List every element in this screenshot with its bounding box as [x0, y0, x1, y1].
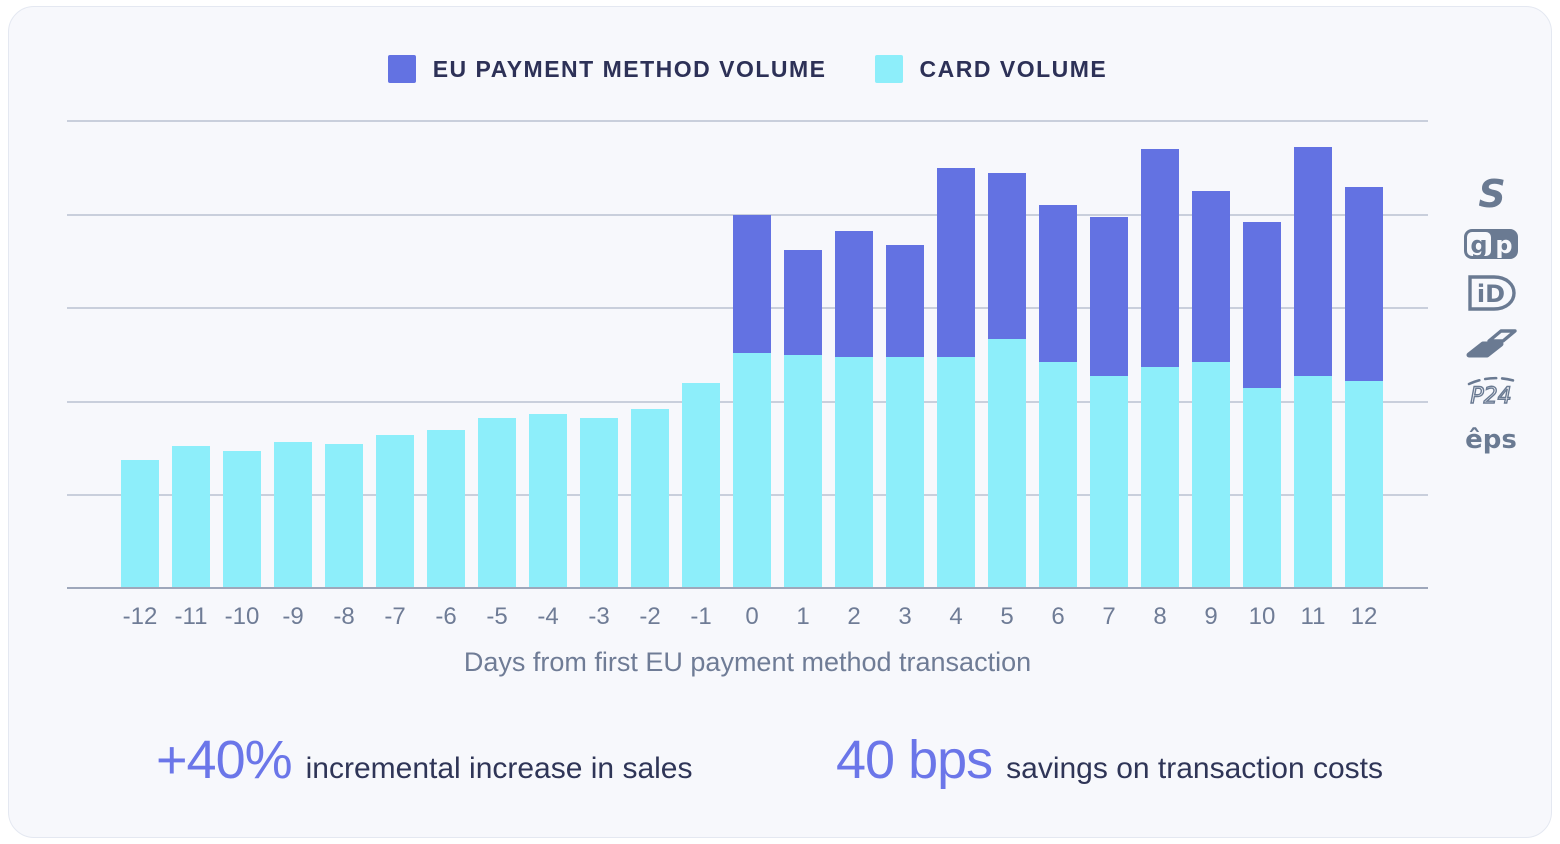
legend-label-card-volume: CARD VOLUME — [919, 55, 1108, 82]
eu-volume-bar-day-11 — [1294, 146, 1332, 377]
eu-volume-swatch — [387, 55, 416, 83]
card-volume-bar-day--1 — [682, 383, 720, 589]
svg-text:p: p — [1495, 231, 1512, 259]
stat-incremental-sales: +40% incremental increase in sales — [156, 729, 692, 791]
card-volume-bar-day--12 — [121, 460, 159, 589]
stat-costs-label: savings on transaction costs — [1006, 752, 1384, 785]
card-volume-bar-day-10 — [1243, 387, 1281, 589]
x-tick-10: 10 — [1248, 603, 1276, 630]
x-axis-title: Days from first EU payment method transa… — [463, 647, 1032, 677]
x-tick-12: 12 — [1350, 603, 1378, 630]
legend-item-card-volume: CARD VOLUME — [874, 55, 1108, 83]
card-volume-bar-day--5 — [478, 418, 516, 589]
x-tick--8: -8 — [333, 603, 355, 630]
ideal-icon: iD — [1466, 275, 1516, 311]
stat-sales-label: incremental increase in sales — [305, 752, 693, 785]
legend-item-eu-volume: EU PAYMENT METHOD VOLUME — [387, 55, 827, 83]
stat-sales-value: +40% — [156, 730, 293, 790]
x-tick-5: 5 — [1000, 603, 1014, 630]
x-tick--1: -1 — [690, 603, 712, 630]
x-tick-4: 4 — [949, 603, 963, 630]
x-tick--10: -10 — [224, 603, 260, 630]
card-volume-bar-day-3 — [886, 357, 924, 589]
card-volume-bar-day-2 — [835, 357, 873, 589]
card-volume-bar-day--2 — [631, 408, 669, 589]
x-tick--12: -12 — [122, 603, 158, 630]
legend-label-eu-volume: EU PAYMENT METHOD VOLUME — [432, 55, 827, 82]
card-volume-bar-day-5 — [988, 338, 1026, 589]
card-volume-bar-day-6 — [1039, 362, 1077, 589]
card-volume-bar-day--9 — [274, 441, 312, 589]
eu-volume-bar-day-10 — [1243, 221, 1281, 388]
x-tick--11: -11 — [174, 603, 208, 630]
eu-volume-bar-day-9 — [1192, 191, 1230, 363]
card-volume-bar-day-12 — [1345, 380, 1383, 589]
giropay-icon: g p — [1463, 228, 1519, 260]
bancontact-icon — [1462, 326, 1520, 360]
svg-text:P24: P24 — [1470, 384, 1511, 407]
x-tick--6: -6 — [435, 603, 457, 630]
eu-volume-bar-day-6 — [1039, 205, 1077, 363]
stat-transaction-costs: 40 bps savings on transaction costs — [836, 729, 1383, 791]
eu-volume-bar-day-4 — [937, 167, 975, 358]
x-tick-9: 9 — [1204, 603, 1218, 630]
x-tick--5: -5 — [486, 603, 508, 630]
card-volume-bar-day-8 — [1141, 366, 1179, 589]
svg-text:iD: iD — [1477, 280, 1505, 308]
stat-costs-value: 40 bps — [836, 730, 993, 790]
sofort-icon: S — [1465, 177, 1517, 213]
eu-volume-bar-day-3 — [886, 245, 924, 358]
svg-text:S: S — [1478, 177, 1505, 213]
x-tick-0: 0 — [745, 603, 759, 630]
eu-volume-bar-day-2 — [835, 230, 873, 358]
card-volume-bar-day--4 — [529, 413, 567, 589]
eu-volume-bar-day-7 — [1090, 216, 1128, 377]
gridline-100 — [67, 120, 1428, 122]
card-volume-bar-day--7 — [376, 434, 414, 589]
eu-volume-bar-day-8 — [1141, 149, 1179, 367]
przelewy24-icon: P24 — [1461, 375, 1521, 407]
x-tick-6: 6 — [1051, 603, 1065, 630]
eu-volume-bar-day-1 — [784, 249, 822, 355]
card-volume-bar-day-0 — [733, 352, 771, 589]
card-volume-bar-day--6 — [427, 429, 465, 589]
card-volume-bar-day--3 — [580, 418, 618, 589]
x-tick--2: -2 — [639, 603, 661, 630]
gridline-80 — [67, 213, 1428, 216]
x-tick-2: 2 — [847, 603, 861, 630]
card-volume-bar-day-11 — [1294, 376, 1332, 589]
eps-icon: êps — [1463, 422, 1519, 454]
chart-card: EU PAYMENT METHOD VOLUME CARD VOLUME -12… — [8, 6, 1552, 838]
chart-legend: EU PAYMENT METHOD VOLUME CARD VOLUME — [67, 55, 1428, 83]
card-volume-bar-day-9 — [1192, 362, 1230, 589]
card-volume-bar-day-1 — [784, 355, 822, 589]
eu-volume-bar-day-5 — [988, 172, 1026, 339]
x-tick--3: -3 — [588, 603, 610, 630]
card-volume-swatch — [874, 55, 903, 83]
x-tick-11: 11 — [1300, 603, 1326, 630]
stacked-bar-chart — [67, 120, 1428, 589]
x-tick-1: 1 — [796, 603, 810, 630]
x-tick-8: 8 — [1153, 603, 1167, 630]
x-tick--9: -9 — [282, 603, 304, 630]
eu-volume-bar-day-0 — [733, 214, 771, 353]
eu-volume-bar-day-12 — [1345, 186, 1383, 381]
x-tick--7: -7 — [384, 603, 406, 630]
x-axis-ticks: -12 -11 -10 -9 -8 -7 -6 -5 -4 -3 -2 -1 0 1 2 3 4 5 6 7 8 9 10 1… — [67, 603, 1428, 633]
card-volume-bar-day--8 — [325, 443, 363, 589]
x-tick-3: 3 — [898, 603, 912, 630]
card-volume-bar-day--11 — [172, 446, 210, 589]
x-tick-7: 7 — [1102, 603, 1116, 630]
payment-method-icons: S g p iD P24 — [1449, 177, 1533, 454]
x-tick--4: -4 — [537, 603, 559, 630]
svg-text:êps: êps — [1465, 425, 1517, 454]
x-axis-line — [67, 587, 1428, 589]
card-volume-bar-day-4 — [937, 357, 975, 589]
card-volume-bar-day-7 — [1090, 376, 1128, 589]
svg-text:g: g — [1470, 231, 1487, 259]
card-volume-bar-day--10 — [223, 450, 261, 589]
